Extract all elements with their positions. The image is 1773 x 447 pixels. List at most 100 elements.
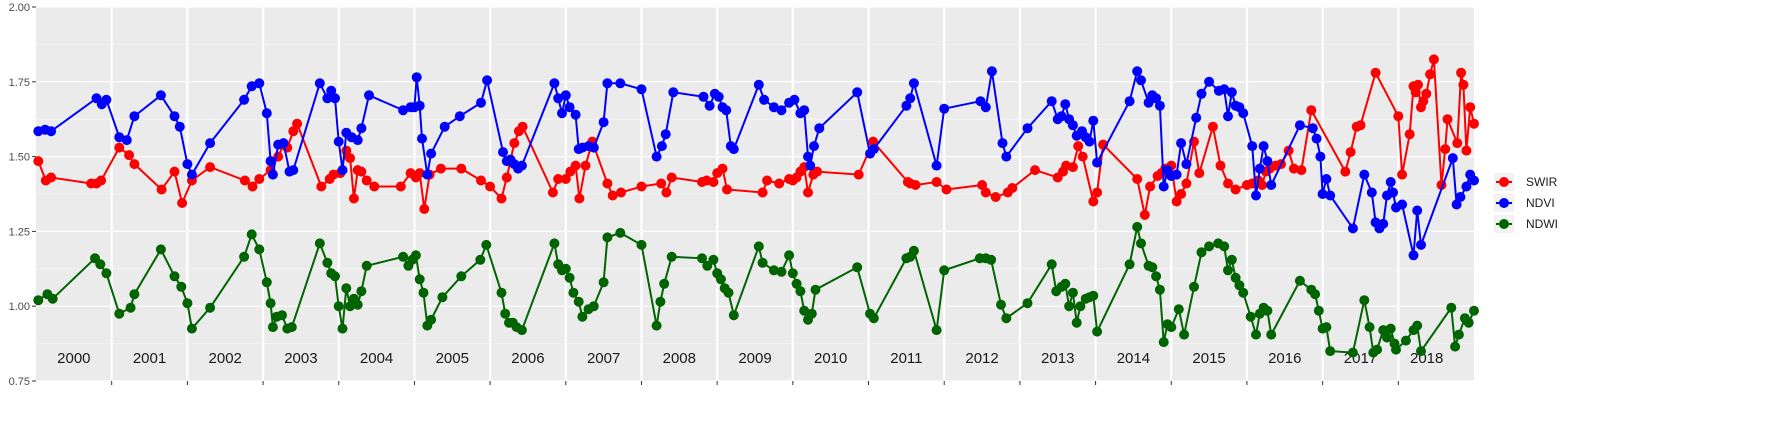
data-point-swir	[553, 174, 564, 184]
data-point-ndvi	[516, 160, 527, 171]
data-point-ndwi	[791, 278, 802, 289]
data-point-ndwi	[265, 298, 276, 309]
data-point-ndwi	[437, 292, 448, 303]
legend-key-marker	[1499, 177, 1509, 187]
data-point-ndwi	[1226, 254, 1237, 265]
data-point-ndwi	[155, 244, 166, 255]
data-point-ndvi	[768, 102, 779, 113]
data-point-ndvi	[1416, 239, 1426, 250]
data-point-ndwi	[1294, 275, 1305, 286]
data-point-swir	[812, 166, 823, 177]
data-point-ndwi	[708, 254, 719, 265]
data-point-ndwi	[1453, 329, 1464, 340]
data-point-swir	[560, 174, 571, 184]
data-point-ndvi	[417, 133, 427, 144]
data-point-ndwi	[1385, 323, 1396, 334]
data-point-ndwi	[1071, 317, 1082, 328]
year-label: 2010	[814, 350, 847, 367]
data-point-ndwi	[176, 281, 187, 292]
data-point-ndvi	[799, 105, 810, 116]
data-point-ndwi	[1060, 278, 1071, 289]
data-point-swir	[1306, 105, 1317, 116]
data-point-swir	[1458, 79, 1469, 90]
data-point-swir	[910, 180, 921, 190]
data-point-swir	[1410, 87, 1421, 98]
data-point-ndwi	[246, 229, 257, 240]
data-point-swir	[616, 187, 626, 198]
data-point-ndvi	[261, 108, 272, 119]
data-point-ndwi	[1412, 320, 1423, 331]
data-point-ndvi	[482, 75, 493, 86]
data-point-ndwi	[776, 266, 787, 277]
data-point-ndvi	[651, 151, 662, 162]
data-point-ndwi	[95, 259, 106, 270]
data-point-ndvi	[905, 93, 916, 104]
data-point-ndwi	[1166, 322, 1177, 333]
data-point-swir	[1207, 121, 1218, 132]
data-point-ndvi	[364, 90, 374, 101]
data-point-ndvi	[931, 160, 942, 171]
data-point-swir	[717, 163, 728, 174]
data-point-swir	[580, 160, 591, 171]
data-point-ndwi	[806, 308, 817, 319]
data-point-ndwi	[1179, 329, 1190, 340]
data-point-ndvi	[1022, 123, 1033, 134]
data-point-swir	[114, 142, 125, 153]
data-point-swir	[348, 193, 359, 204]
data-point-ndvi	[267, 169, 278, 180]
data-point-ndvi	[1247, 141, 1258, 152]
data-point-ndvi	[1219, 84, 1230, 95]
data-point-ndwi	[481, 239, 492, 250]
data-point-ndvi	[1176, 138, 1187, 149]
data-point-ndwi	[655, 296, 666, 307]
data-point-ndwi	[1359, 295, 1370, 306]
data-point-ndwi	[728, 310, 739, 321]
legend-item-ndvi: NDVI	[1494, 194, 1555, 212]
data-point-swir	[1073, 141, 1084, 152]
data-point-ndwi	[697, 253, 707, 264]
data-point-ndvi	[155, 90, 166, 101]
data-point-ndvi	[602, 78, 613, 89]
data-point-swir	[1007, 183, 1018, 193]
data-point-ndwi	[101, 268, 112, 279]
y-tick-label: 1.00	[9, 301, 30, 313]
data-point-ndwi	[568, 287, 579, 298]
data-point-ndvi	[1388, 187, 1398, 198]
year-label: 2011	[890, 350, 922, 367]
data-point-swir	[1230, 184, 1241, 195]
data-point-ndvi	[1408, 250, 1419, 261]
data-point-ndwi	[277, 310, 287, 321]
data-point-ndvi	[588, 142, 599, 153]
data-point-ndwi	[1158, 337, 1169, 348]
data-point-ndvi	[330, 93, 340, 104]
data-point-ndvi	[1307, 123, 1318, 134]
data-point-ndvi	[986, 66, 997, 77]
data-point-ndwi	[868, 313, 879, 324]
data-point-ndvi	[352, 135, 363, 146]
data-point-ndvi	[1001, 151, 1012, 162]
data-point-ndvi	[668, 87, 679, 98]
data-point-swir	[1345, 147, 1356, 158]
data-point-swir	[722, 184, 732, 195]
data-point-ndvi	[182, 159, 193, 170]
data-point-swir	[868, 136, 879, 147]
data-point-ndvi	[288, 165, 299, 176]
data-point-swir	[1288, 163, 1299, 174]
data-point-swir	[1428, 54, 1439, 65]
data-point-swir	[1132, 174, 1143, 184]
data-point-ndwi	[322, 257, 333, 268]
data-point-swir	[1404, 129, 1415, 140]
data-point-ndvi	[980, 102, 991, 113]
year-label: 2012	[965, 350, 998, 367]
data-point-swir	[33, 156, 44, 167]
data-point-ndvi	[814, 123, 825, 134]
data-point-swir	[1181, 178, 1192, 189]
data-point-ndvi	[1451, 199, 1462, 210]
data-point-ndwi	[1124, 259, 1135, 270]
data-point-ndvi	[422, 169, 433, 180]
data-point-ndvi	[1226, 87, 1237, 98]
data-point-ndvi	[129, 111, 140, 122]
data-point-swir	[980, 187, 991, 198]
data-point-ndwi	[286, 322, 297, 333]
data-point-ndvi	[1124, 96, 1135, 107]
